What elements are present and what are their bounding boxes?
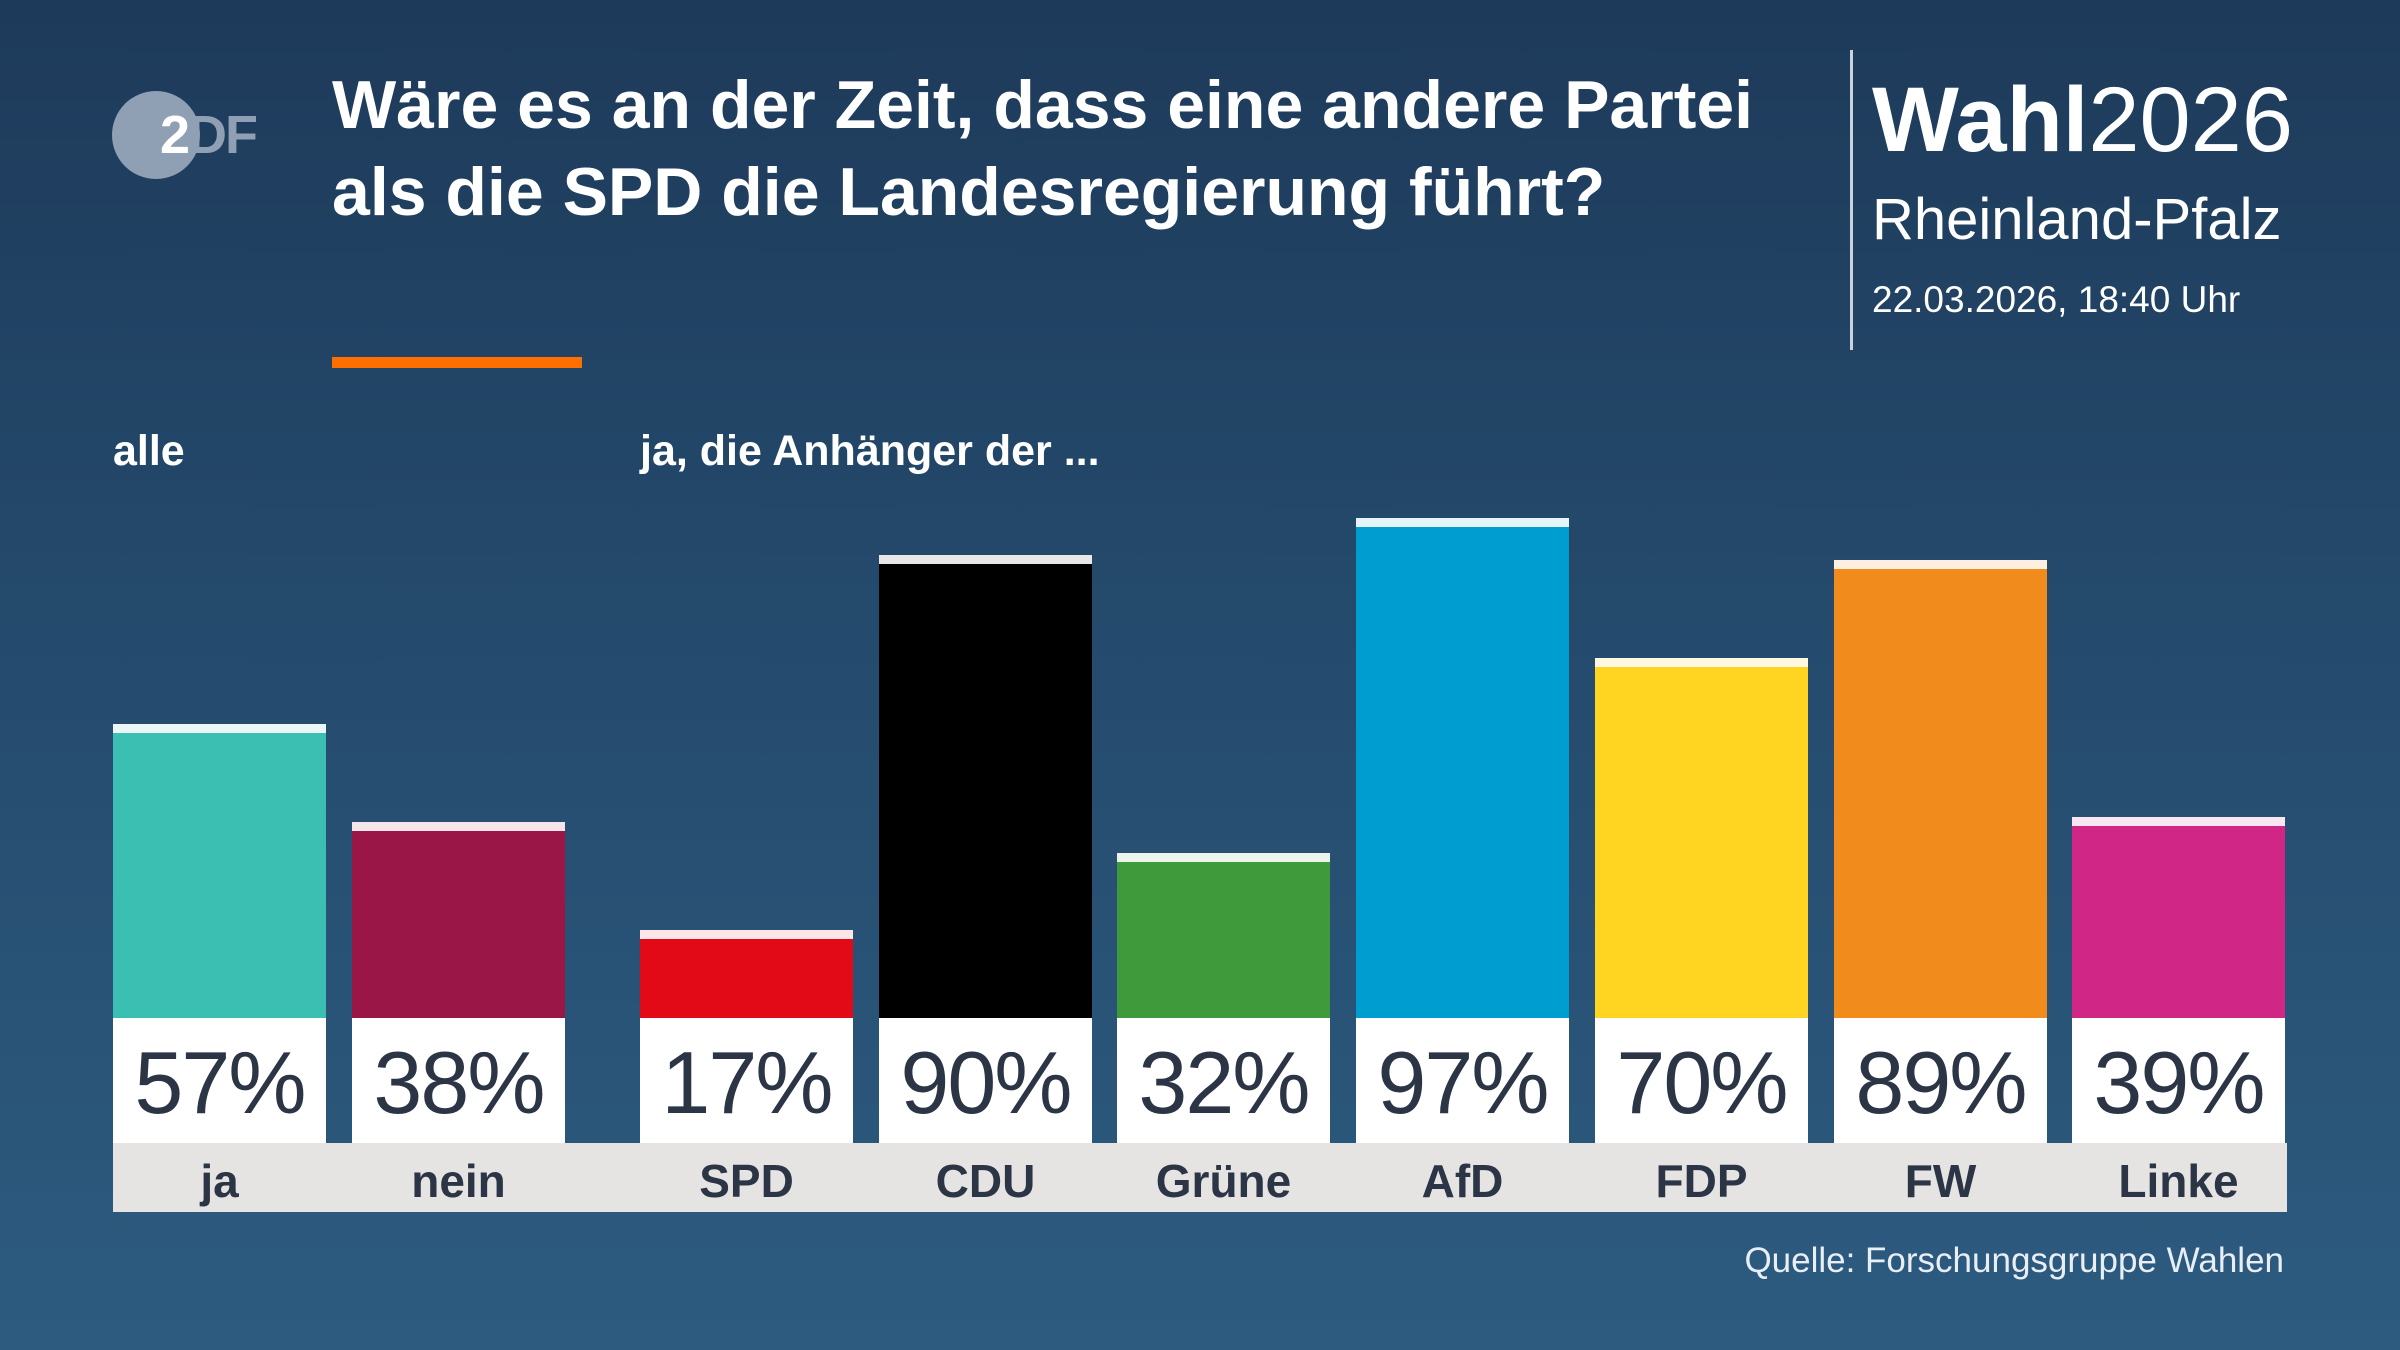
- value-label: 97%: [1356, 1018, 1569, 1143]
- bar-cap: [1117, 853, 1330, 863]
- value-label: 90%: [879, 1018, 1092, 1143]
- value-label: 32%: [1117, 1018, 1330, 1143]
- bar-cap: [352, 822, 565, 832]
- value-label: 38%: [352, 1018, 565, 1143]
- category-label: FDP: [1655, 1155, 1748, 1207]
- category-label: CDU: [935, 1155, 1036, 1207]
- bar-cap: [879, 554, 1092, 564]
- category-label: Grüne: [1155, 1155, 1292, 1207]
- category-label: SPD: [699, 1155, 794, 1207]
- bar-fw: [1834, 559, 2047, 1018]
- timestamp: 22.03.2026, 18:40 Uhr: [1872, 279, 2241, 320]
- bar-cap: [640, 930, 853, 940]
- bar-cap: [1356, 518, 1569, 528]
- bar-spd: [640, 930, 853, 1018]
- chart-title: Wäre es an der Zeit, dass eine andere Pa…: [332, 67, 1754, 230]
- brand-title: Wahl2026: [1872, 70, 2293, 170]
- category-label: ja: [200, 1155, 239, 1207]
- bar-cap: [1834, 559, 2047, 569]
- value-label: 39%: [2072, 1018, 2285, 1143]
- divider: [1850, 50, 1853, 350]
- bar-cdu: [879, 554, 1092, 1018]
- bar-cap: [113, 724, 326, 734]
- zdf-logo-circle: [112, 91, 200, 179]
- bar-nein: [352, 822, 565, 1018]
- value-label: 89%: [1834, 1018, 2047, 1143]
- bar-ja: [113, 724, 326, 1018]
- category-label: FW: [1904, 1155, 1977, 1207]
- bar-linke: [2072, 817, 2285, 1018]
- brand-year: 2026: [2088, 69, 2294, 171]
- value-label: 70%: [1595, 1018, 1808, 1143]
- region: Rheinland-Pfalz: [1872, 187, 2282, 252]
- source-note: Quelle: Forschungsgruppe Wahlen: [1744, 1241, 2284, 1280]
- category-label: nein: [411, 1155, 506, 1207]
- bar-cap: [1595, 657, 1808, 667]
- category-label: Linke: [2118, 1155, 2239, 1207]
- value-label: 17%: [640, 1018, 853, 1143]
- bar-fdp: [1595, 657, 1808, 1018]
- accent-line: [332, 357, 582, 368]
- group-label-alle: alle: [113, 427, 185, 475]
- bar-grüne: [1117, 853, 1330, 1018]
- zdf-logo: 2DF: [160, 105, 258, 165]
- value-label: 57%: [113, 1018, 326, 1143]
- group-label-anhaenger: ja, die Anhänger der ...: [640, 427, 1100, 475]
- category-label: AfD: [1421, 1155, 1504, 1207]
- brand-bold: Wahl: [1872, 69, 2089, 171]
- bar-afd: [1356, 518, 1569, 1018]
- bar-cap: [2072, 817, 2285, 827]
- category-strip: [113, 1143, 2287, 1212]
